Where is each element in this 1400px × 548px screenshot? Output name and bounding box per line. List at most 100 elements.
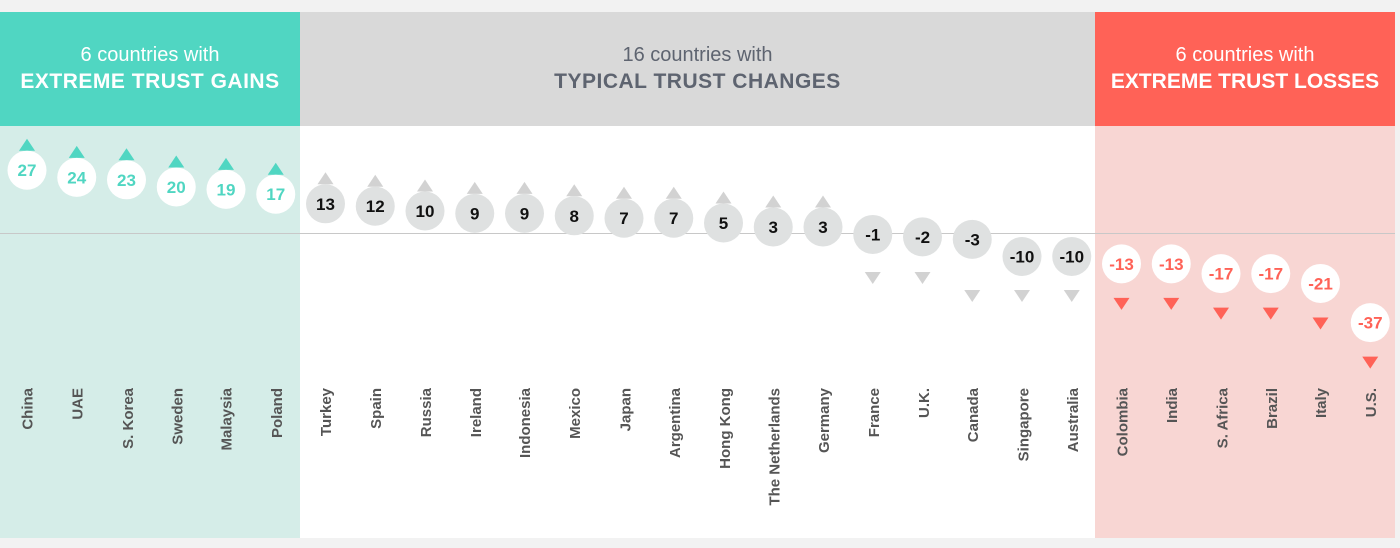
value-text: 10 xyxy=(416,202,435,221)
value-text: 23 xyxy=(117,171,136,190)
value-bubble xyxy=(753,207,793,247)
typical-changes-panel: 16 countries with TYPICAL TRUST CHANGES xyxy=(300,12,1095,538)
country-name: S. Korea xyxy=(119,388,137,449)
country-label: U.S. xyxy=(1360,388,1380,538)
country-label: China xyxy=(17,388,37,538)
down-triangle-icon xyxy=(1163,297,1180,310)
country-name: Colombia xyxy=(1114,388,1132,457)
data-point-brazil: -17 xyxy=(1251,254,1291,320)
value-bubble xyxy=(604,198,644,238)
extreme-losses-header: 6 countries with EXTREME TRUST LOSSES xyxy=(1095,12,1395,126)
value-bubble xyxy=(1102,244,1141,284)
value-bubble xyxy=(7,150,47,190)
data-point-hong-kong: 5 xyxy=(704,191,743,243)
value-bubble xyxy=(1350,303,1390,343)
value-text: 9 xyxy=(470,204,479,223)
up-triangle-icon xyxy=(317,172,334,185)
down-triangle-icon xyxy=(1063,290,1080,302)
data-point-singapore: -10 xyxy=(1002,237,1042,302)
up-triangle-icon xyxy=(665,186,682,199)
value-text: -17 xyxy=(1258,265,1283,284)
country-name: India xyxy=(1164,388,1182,424)
gains-panel-body xyxy=(0,126,300,538)
up-triangle-icon xyxy=(417,179,433,192)
down-triangle-icon xyxy=(964,290,981,302)
data-point-italy: -21 xyxy=(1301,263,1340,330)
down-triangle-icon xyxy=(1113,297,1130,310)
country-label: Colombia xyxy=(1112,388,1132,538)
value-text: -17 xyxy=(1209,265,1234,284)
country-name: Brazil xyxy=(1263,388,1281,429)
value-text: 17 xyxy=(266,185,285,204)
country-name: U.K. xyxy=(915,388,933,418)
value-text: -13 xyxy=(1109,255,1134,274)
data-point-japan: 7 xyxy=(604,186,644,238)
up-triangle-icon xyxy=(516,181,533,194)
value-bubble xyxy=(853,214,893,254)
country-label: Spain xyxy=(365,388,385,538)
up-triangle-icon xyxy=(118,148,135,161)
data-point-china: 27 xyxy=(7,138,47,190)
value-bubble xyxy=(1251,254,1291,294)
country-label: S. Korea xyxy=(117,388,137,538)
down-triangle-icon xyxy=(1312,317,1329,330)
country-name: Australia xyxy=(1064,388,1082,453)
country-name: Germany xyxy=(816,388,833,454)
country-label: India xyxy=(1161,388,1181,538)
country-name: Turkey xyxy=(318,388,336,437)
up-triangle-icon xyxy=(815,195,831,208)
country-label: The Netherlands xyxy=(763,388,783,538)
country-label: UAE xyxy=(67,388,87,538)
data-point-turkey: 13 xyxy=(306,172,345,224)
value-bubble xyxy=(654,198,694,238)
typical-header-line2: TYPICAL TRUST CHANGES xyxy=(554,70,841,93)
country-name: The Netherlands xyxy=(766,388,784,506)
extreme-losses-panel: 6 countries with EXTREME TRUST LOSSES xyxy=(1095,12,1395,538)
typical-changes-header: 16 countries with TYPICAL TRUST CHANGES xyxy=(300,12,1095,126)
data-point-russia: 10 xyxy=(405,179,445,231)
country-label: Australia xyxy=(1062,388,1082,538)
data-point-india: -13 xyxy=(1151,244,1191,310)
country-name: Argentina xyxy=(666,388,684,459)
up-triangle-icon xyxy=(19,138,35,151)
country-label: Indonesia xyxy=(515,388,535,538)
data-point-s-korea: 23 xyxy=(107,148,146,200)
typical-header-line1: 16 countries with xyxy=(622,44,773,66)
country-name: Japan xyxy=(617,388,634,432)
country-label: U.K. xyxy=(913,388,933,538)
data-point-poland: 17 xyxy=(256,162,296,214)
data-point-u-k-: -2 xyxy=(903,217,942,284)
data-point-malaysia: 19 xyxy=(206,157,246,209)
losses-header-line1: 6 countries with xyxy=(1175,44,1315,66)
extreme-gains-header: 6 countries with EXTREME TRUST GAINS xyxy=(0,12,300,126)
value-bubble xyxy=(903,217,942,257)
country-label: Singapore xyxy=(1012,388,1032,538)
country-name: Canada xyxy=(965,388,983,443)
data-point-sweden: 20 xyxy=(156,155,196,207)
value-bubble xyxy=(1052,237,1092,276)
gains-header-line1: 6 countries with xyxy=(80,44,220,66)
country-name: Ireland xyxy=(467,388,485,438)
value-bubble xyxy=(156,167,196,207)
country-name: Poland xyxy=(268,388,286,439)
country-name: Sweden xyxy=(169,388,187,445)
country-label: France xyxy=(863,388,883,538)
value-bubble xyxy=(455,193,495,233)
country-name: China xyxy=(20,388,37,430)
value-text: -10 xyxy=(1010,248,1035,267)
value-text: 7 xyxy=(619,209,628,228)
value-text: -37 xyxy=(1358,314,1383,333)
country-label: Turkey xyxy=(316,388,336,538)
losses-header-line2: EXTREME TRUST LOSSES xyxy=(1110,70,1380,93)
value-bubble xyxy=(107,160,146,200)
value-bubble xyxy=(554,196,594,236)
up-triangle-icon xyxy=(466,181,483,194)
value-bubble xyxy=(952,219,992,259)
value-text: 8 xyxy=(570,207,579,226)
value-bubble xyxy=(1201,254,1241,294)
country-label: Sweden xyxy=(166,388,186,538)
country-label: Canada xyxy=(962,388,982,538)
value-text: -21 xyxy=(1308,274,1333,293)
country-label: Poland xyxy=(266,388,286,538)
value-text: -2 xyxy=(915,228,930,247)
